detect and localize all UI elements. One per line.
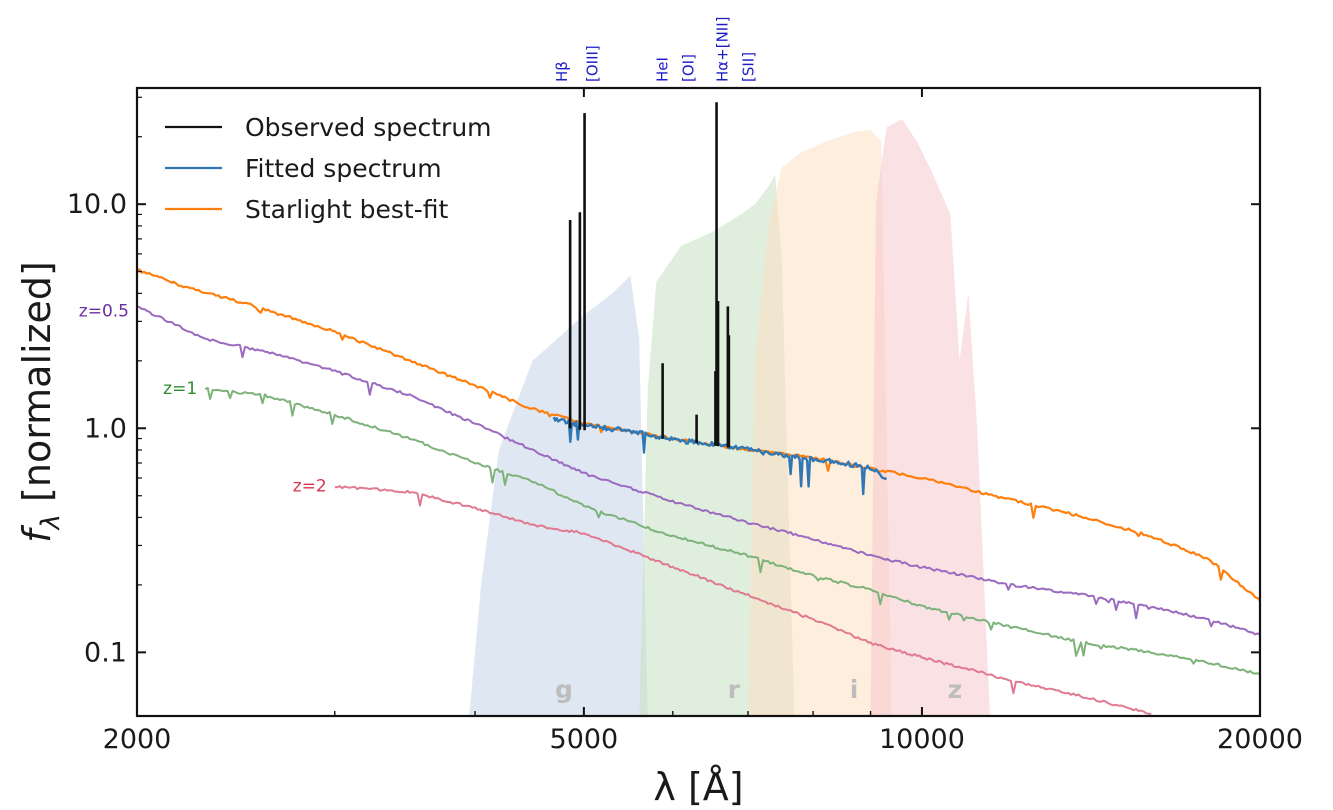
filter-bands <box>469 119 990 716</box>
series-line-z-2 <box>334 485 1152 716</box>
redshift-label-z-2: z=2 <box>293 476 327 496</box>
observed-spectrum <box>568 102 731 448</box>
redshift-label-z-0-5: z=0.5 <box>79 301 129 321</box>
emission-line-label: [OIII] <box>584 45 602 82</box>
legend-label-0: Observed spectrum <box>245 113 492 142</box>
legend-label-1: Fitted spectrum <box>245 154 442 183</box>
y-tick-label-1.0: 1.0 <box>84 413 127 444</box>
emission-line-label: [OI] <box>680 54 698 82</box>
x-tick-label-2000: 2000 <box>103 724 172 755</box>
legend: Observed spectrum Fitted spectrum Starligh… <box>165 113 492 224</box>
filter-label-g: g <box>555 675 573 704</box>
plot-frame <box>135 86 1262 718</box>
x-axis-title: λ [Å] <box>653 765 743 809</box>
filter-label-i: i <box>850 675 859 704</box>
plot-border <box>135 86 1262 718</box>
emission-line-label: Hα+[NII] <box>714 16 732 82</box>
filter-band-z <box>870 119 990 716</box>
y-axis-title-rest: [normalized] <box>15 261 59 514</box>
x-tick-label-5000: 5000 <box>550 724 619 755</box>
emission-line-label: Hβ <box>553 61 571 82</box>
y-tick-label-0.1: 0.1 <box>84 637 127 668</box>
redshift-label-z-1: z=1 <box>163 379 197 399</box>
y-axis-title-sub: λ <box>36 514 66 531</box>
filter-band-i <box>748 129 892 716</box>
emission-line-label: [SII] <box>739 52 757 82</box>
filter-label-z: z <box>948 675 963 704</box>
y-tick-label-10.0: 10.0 <box>67 189 127 220</box>
filter-label-r: r <box>728 675 741 704</box>
chart-labels: g r i z z=0.5 z=1 z=2 2000 5000 10000 20000 0.1 1.0 1… <box>15 16 1303 809</box>
x-tick-label-20000: 20000 <box>1217 724 1303 755</box>
emission-line-label: HeI <box>654 57 672 82</box>
legend-label-2: Starlight best-fit <box>245 195 448 224</box>
x-tick-label-10000: 10000 <box>879 724 965 755</box>
series-line-z-1 <box>204 387 1260 676</box>
y-axis-title: fλ [normalized] <box>15 261 66 543</box>
series-line-fitted-spectrum <box>552 416 888 496</box>
series-line-z-0-5 <box>137 305 1260 636</box>
filter-band-g <box>469 275 648 716</box>
